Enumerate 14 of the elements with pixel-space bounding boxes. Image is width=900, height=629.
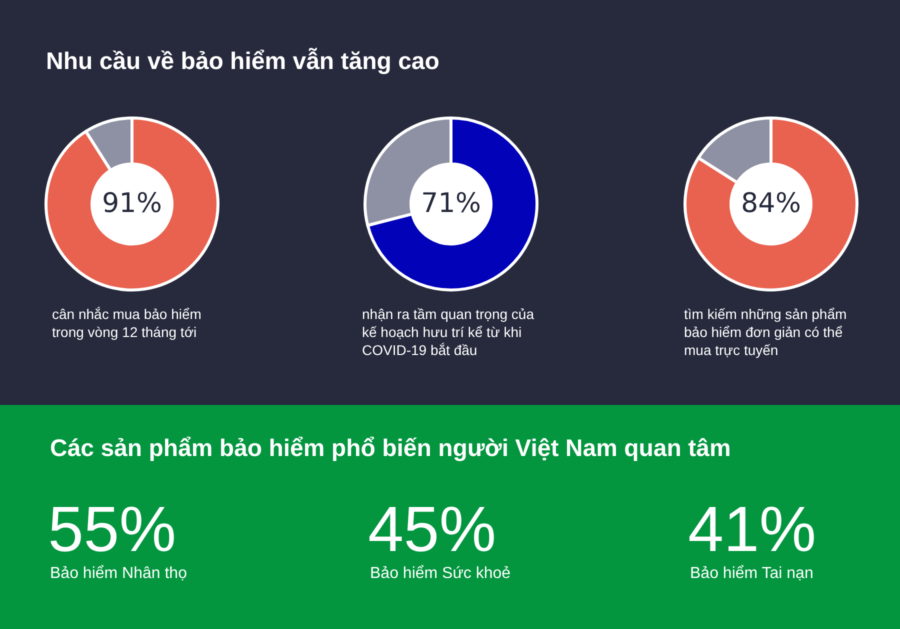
category-label: Bảo hiểm Tai nạn (690, 565, 814, 583)
text: 91% (100, 188, 163, 220)
text: 84% (740, 188, 802, 220)
text: 71% (420, 188, 482, 220)
data-label: 41% (688, 493, 816, 565)
category-label: Bảo hiểm Sức khoẻ (370, 565, 511, 583)
data-label: 55% (48, 493, 176, 565)
text: cân nhắc mua bảo hiểm trong vòng 12 tháng tới (52, 305, 202, 341)
text: Các sản phẩm bảo hiểm phổ biến người Việt Nam quan tâm (50, 435, 731, 463)
category-label: Bảo hiểm Nhân thọ (50, 565, 187, 583)
text: tìm kiếm những sản phẩm bảo hiểm đơn giản có thể mua trực tuyến (684, 305, 848, 359)
data-label: 45% (368, 493, 496, 565)
text: nhận ra tầm quan trọng của kế hoạch hưu trí kể từ khi COVID-19 bắt đầu (362, 305, 536, 359)
chart-title: Nhu cầu về bảo hiểm vẫn tăng cao (46, 48, 440, 76)
